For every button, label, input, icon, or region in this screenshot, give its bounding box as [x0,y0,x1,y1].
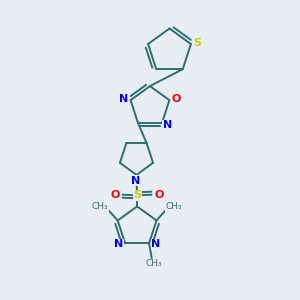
Text: O: O [111,190,120,200]
Text: CH₃: CH₃ [92,202,108,211]
Text: S: S [194,38,202,47]
Text: O: O [171,94,181,104]
Text: N: N [119,94,129,104]
Text: S: S [133,190,141,200]
Text: CH₃: CH₃ [166,202,182,211]
Text: N: N [114,239,123,249]
Text: CH₃: CH₃ [146,259,162,268]
Text: N: N [163,120,172,130]
Text: N: N [151,239,160,249]
Text: N: N [131,176,140,186]
Text: O: O [154,190,164,200]
